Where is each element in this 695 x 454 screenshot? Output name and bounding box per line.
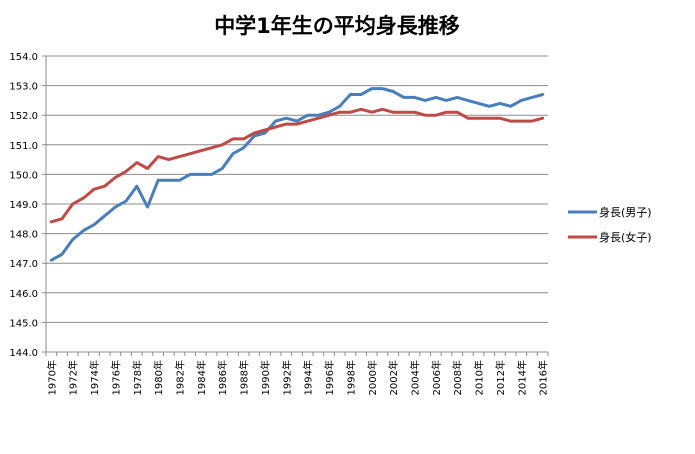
x-tick-label: 1984年 [195,360,208,395]
x-tick-label: 1978年 [131,360,144,395]
axes [45,56,548,353]
y-tick-label: 153.0 [9,82,38,93]
x-tick-label: 1992年 [280,360,293,395]
x-tick-label: 1980年 [152,360,165,395]
x-tick-label: 1972年 [67,360,80,395]
y-tick-label: 144.0 [9,348,38,359]
gridlines [46,55,548,323]
x-tick-label: 2008年 [451,360,464,395]
x-tick-label: 1976年 [109,360,122,395]
y-tick-label: 148.0 [9,230,38,241]
chart-title: 中学1年生の平均身長推移 [214,14,460,38]
y-tick-label: 146.0 [9,289,38,300]
x-tick-label: 1998年 [344,360,357,395]
y-tick-label: 147.0 [9,259,38,270]
series-lines [49,87,545,262]
y-tick-label: 152.0 [9,111,38,122]
legend-label: 身長(女子) [599,230,652,244]
series-line-female [49,107,545,224]
x-tick-label: 2004年 [408,360,421,395]
y-tick-label: 150.0 [9,170,38,181]
y-axis-ticks: 144.0 145.0 146.0 147.0 148.0 149.0 150.0 151.0… [9,52,46,359]
x-tick-label: 1970年 [45,360,58,395]
series-line-male [49,87,545,262]
x-tick-label: 1982年 [174,360,187,395]
x-tick-label: 2002年 [387,360,400,395]
x-tick-label: 2010年 [473,360,486,395]
x-axis-ticks: 1970年 1972年 1974年 1976年 1978年 1980年 1982年 1984年… [45,352,550,395]
x-tick-label: 1990年 [259,360,272,395]
legend-label: 身長(男子) [599,205,652,219]
legend: 身長(男子) 身長(女子) [568,205,652,244]
x-tick-label: 1974年 [88,360,101,395]
x-tick-label: 1994年 [302,360,315,395]
x-tick-label: 2014年 [515,360,528,395]
x-tick-label: 2006年 [430,360,443,395]
x-tick-label: 2000年 [366,360,379,395]
x-tick-label: 1988年 [238,360,251,395]
y-tick-label: 154.0 [9,52,38,63]
x-tick-label: 1996年 [323,360,336,395]
x-tick-label: 1986年 [216,360,229,395]
x-tick-label: 2012年 [494,360,507,395]
y-tick-label: 151.0 [9,141,38,152]
x-tick-label: 2016年 [537,360,550,395]
y-tick-label: 145.0 [9,318,38,329]
y-tick-label: 149.0 [9,200,38,211]
